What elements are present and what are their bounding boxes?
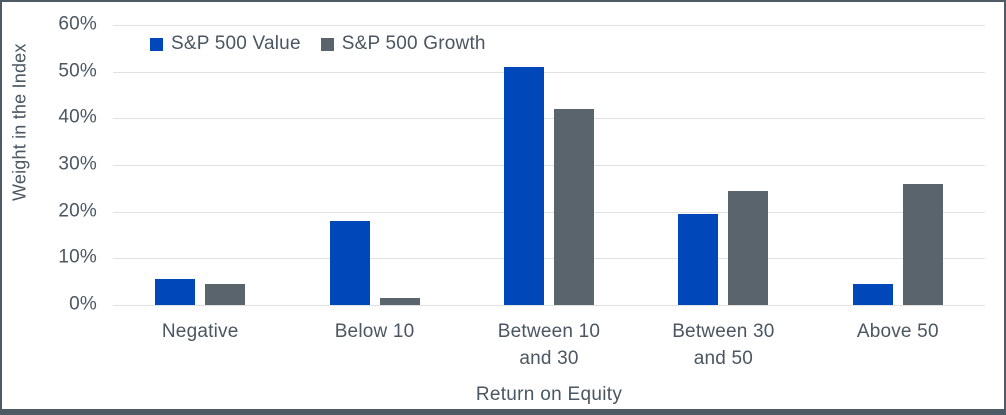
gridline-30	[113, 165, 985, 166]
legend-item-value: S&P 500 Value	[150, 33, 301, 55]
x-category-label-4: Above 50	[856, 321, 939, 342]
bar-value-2	[504, 67, 544, 305]
legend-label: S&P 500 Growth	[341, 33, 486, 54]
gridline-40	[113, 118, 985, 120]
legend-swatch-icon	[320, 37, 334, 51]
y-tick-30: 30%	[58, 153, 97, 175]
legend-label: S&P 500 Value	[171, 33, 301, 54]
gridline-10	[113, 258, 985, 260]
gridline-0	[113, 305, 985, 306]
legend-swatch-icon	[150, 37, 163, 51]
x-axis-title: Return on Equity	[475, 384, 623, 405]
y-axis-title: Weight in the Index	[9, 43, 30, 201]
y-tick-10: 10%	[58, 246, 97, 268]
gridline-60	[113, 25, 985, 26]
bar-growth-1	[379, 298, 420, 305]
bar-value-4	[852, 284, 893, 305]
bar-value-1	[329, 221, 370, 305]
gridline-20	[113, 211, 985, 213]
y-tick-50: 50%	[58, 60, 97, 82]
bar-value-0	[155, 279, 196, 305]
x-category-label-1: Below 10	[334, 321, 415, 342]
legend-item-growth: S&P 500 Growth	[320, 33, 486, 55]
bar-value-3	[678, 214, 719, 305]
x-category-label-wrap-2: Between 10 and 30	[462, 318, 636, 372]
y-tick-40: 40%	[58, 106, 97, 128]
y-tick-0: 0%	[69, 293, 97, 315]
x-category-label-3: Between 30 and 50	[672, 321, 775, 369]
y-tick-60: 60%	[58, 13, 97, 35]
x-category-label-2: Between 10 and 30	[497, 321, 601, 369]
bar-growth-3	[728, 190, 769, 305]
x-category-label-wrap-1: Below 10	[287, 318, 461, 345]
bar-growth-2	[554, 109, 594, 305]
y-tick-20: 20%	[58, 200, 97, 222]
plot-area	[113, 25, 985, 306]
gridline-50	[113, 71, 985, 73]
bar-growth-0	[205, 284, 246, 305]
x-category-label-wrap-3: Between 30 and 50	[636, 318, 810, 372]
x-category-label-0: Negative	[161, 321, 239, 342]
x-category-label-wrap-4: Above 50	[811, 318, 985, 345]
legend: S&P 500 Value S&P 500 Growth	[150, 33, 486, 55]
x-category-label-wrap-0: Negative	[113, 318, 287, 345]
bar-growth-4	[902, 183, 943, 305]
